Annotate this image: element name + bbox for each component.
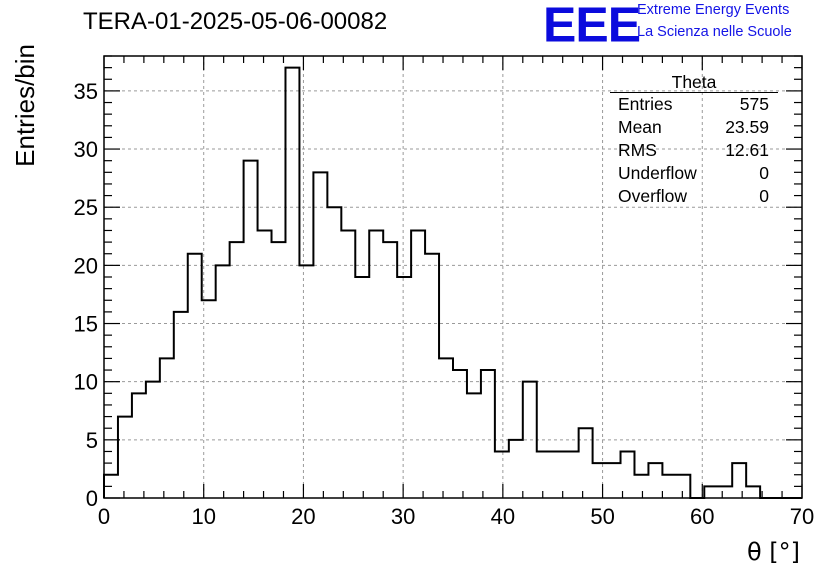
y-tick-label: 5 <box>86 428 98 453</box>
x-tick-label: 10 <box>191 504 215 529</box>
stats-row-mean: Mean 23.59 <box>610 116 778 139</box>
y-tick-label: 35 <box>74 79 98 104</box>
y-tick-label: 30 <box>74 137 98 162</box>
logo-line-2: La Scienza nelle Scuole <box>637 24 792 40</box>
tick-label-layer: 0 10 20 30 40 50 60 70 0 5 10 15 20 25 30 35 <box>74 79 815 529</box>
logo-line-1: Extreme Energy Events <box>637 2 790 18</box>
stats-label: RMS <box>618 140 657 160</box>
y-axis-label: Entries/bin <box>10 44 40 167</box>
y-tick-label: 20 <box>74 253 98 278</box>
histogram-series-line <box>103 66 802 499</box>
x-tick-label: 20 <box>291 504 315 529</box>
stats-value: 575 <box>739 94 769 114</box>
stats-label: Mean <box>618 117 662 137</box>
stats-value: 0 <box>759 163 769 183</box>
stats-row-underflow: Underflow 0 <box>610 162 778 185</box>
x-tick-label: 40 <box>491 504 515 529</box>
stats-title: Theta <box>610 72 778 93</box>
y-tick-label: 25 <box>74 195 98 220</box>
stats-value: 12.61 <box>725 140 769 160</box>
stats-value: 23.59 <box>725 117 769 137</box>
stats-box: Theta Entries 575 Mean 23.59 RMS 12.61 U… <box>610 72 778 208</box>
x-tick-label: 60 <box>690 504 714 529</box>
x-tick-label: 30 <box>391 504 415 529</box>
stats-label: Underflow <box>618 163 697 183</box>
eee-logo: EEE <box>543 0 641 53</box>
stats-rows: Entries 575 Mean 23.59 RMS 12.61 Underfl… <box>610 93 778 208</box>
x-tick-label: 70 <box>790 504 814 529</box>
y-tick-label: 0 <box>86 486 98 511</box>
stats-row-rms: RMS 12.61 <box>610 139 778 162</box>
histogram-title: TERA-01-2025-05-06-00082 <box>83 8 388 35</box>
stats-label: Overflow <box>618 186 688 206</box>
y-tick-label: 10 <box>74 370 98 395</box>
x-axis-label: θ [°] <box>747 538 800 566</box>
stats-row-entries: Entries 575 <box>610 93 778 116</box>
stats-value: 0 <box>759 186 769 206</box>
x-tick-label: 50 <box>590 504 614 529</box>
stats-row-overflow: Overflow 0 <box>610 185 778 208</box>
x-tick-label: 0 <box>98 504 110 529</box>
stats-label: Entries <box>618 94 673 114</box>
tick-layer <box>103 55 803 499</box>
y-tick-label: 15 <box>74 312 98 337</box>
